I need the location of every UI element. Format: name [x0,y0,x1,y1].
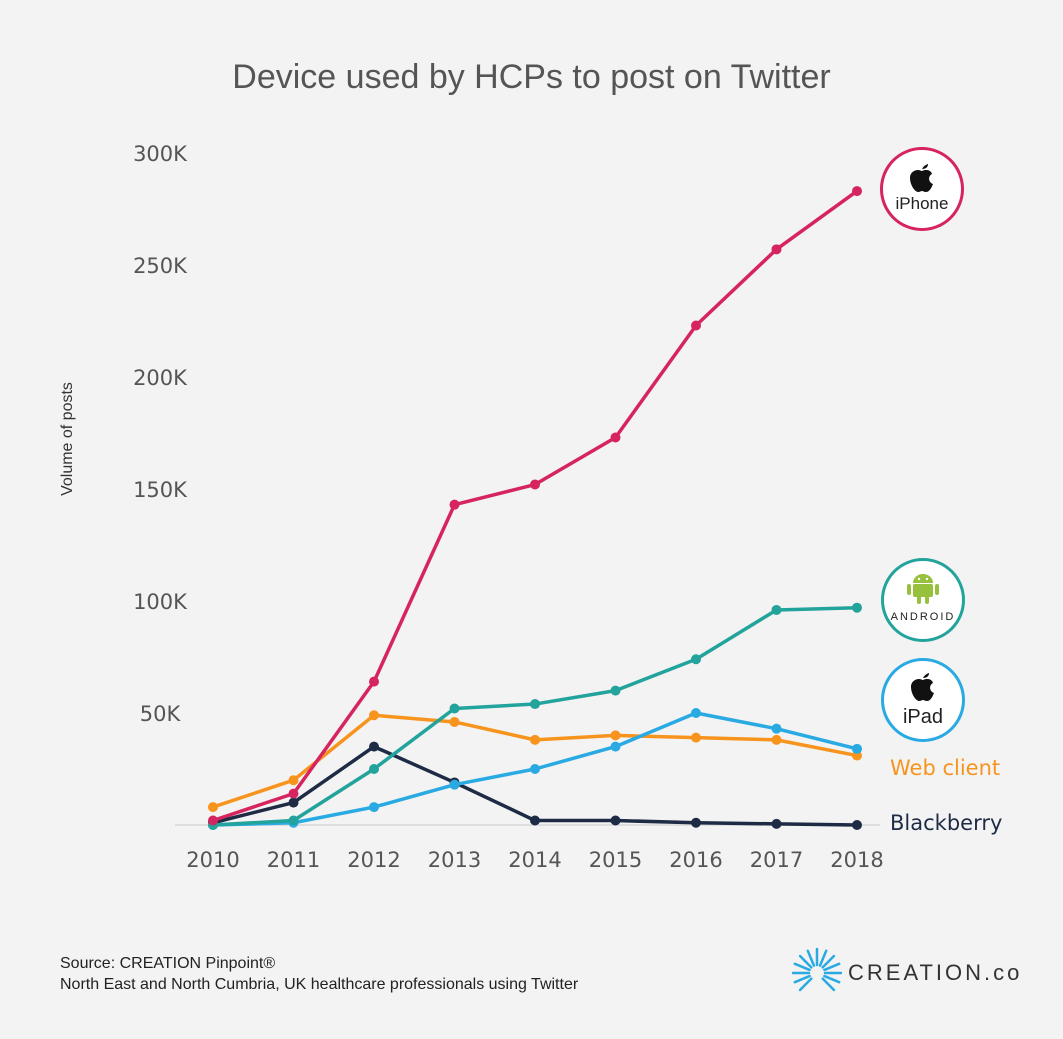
x-tick-label: 2012 [347,848,400,872]
data-point-blackberry [852,820,862,830]
legend-ipad: iPad [881,658,965,742]
data-point-iphone [449,499,460,510]
android-icon [907,574,939,604]
x-tick-label: 2017 [750,848,803,872]
y-tick-label: 200K [133,366,188,390]
data-point-blackberry [610,815,621,826]
x-tick-label: 2011 [267,848,320,872]
x-tick-label: 2018 [830,848,883,872]
data-point-android [691,654,701,665]
data-point-ipad [449,779,460,790]
data-point-web-client [771,734,782,745]
x-tick-label: 2016 [669,848,722,872]
legend-android: ANDROID [881,558,965,642]
y-tick-label: 50K [140,702,182,726]
data-point-web-client [208,802,218,813]
data-point-android [610,685,621,696]
data-point-iphone [852,186,862,197]
source-note: Source: CREATION Pinpoint® North East an… [60,953,578,995]
data-point-iphone [691,320,701,331]
x-tick-label: 2013 [428,848,481,872]
legend-web-client: Web client [890,756,1001,780]
data-point-ipad [530,764,540,774]
x-tick-label: 2010 [186,848,239,872]
creation-logo-icon [792,947,842,992]
data-point-blackberry [530,815,540,826]
data-point-ipad [771,723,782,734]
legend-iphone: iPhone [880,147,964,231]
data-point-ipad [852,743,862,754]
data-point-blackberry [288,797,299,808]
data-point-blackberry [771,818,782,829]
chart-title: Device used by HCPs to post on Twitter [232,58,831,96]
y-tick-label: 150K [133,478,188,502]
series-line-blackberry [212,744,858,827]
data-point-ipad [691,708,701,718]
apple-icon [911,673,934,701]
data-point-iphone [288,788,299,799]
data-point-iphone [771,244,782,255]
data-point-web-client [449,716,460,727]
data-point-web-client [369,710,379,721]
data-point-android [530,699,540,710]
x-tick-label: 2015 [589,848,642,872]
y-tick-label: 100K [133,590,188,614]
legend-blackberry: Blackberry [890,811,1003,835]
data-point-iphone [530,479,540,490]
data-point-iphone [369,676,379,687]
legend-label: ANDROID [890,611,956,623]
brand-logo-text: CREATION.co [848,960,1023,985]
legend-label: iPad [902,706,944,728]
data-point-blackberry [369,741,379,752]
data-point-web-client [288,775,299,786]
data-point-blackberry [691,817,701,828]
x-tick-label: 2014 [508,848,561,872]
data-point-web-client [610,730,621,741]
data-point-web-client [530,734,540,745]
data-point-android [449,703,460,714]
legend-label: iPhone [895,194,949,213]
y-tick-label: 300K [133,142,188,166]
data-point-iphone [208,815,218,826]
region-note: North East and North Cumbria, UK healthc… [60,976,579,993]
source-text: Source: CREATION Pinpoint® [60,955,276,972]
data-point-android [771,604,782,615]
y-tick-label: 250K [133,254,188,278]
data-point-web-client [691,732,701,743]
data-point-android [852,602,862,613]
data-point-android [369,764,379,774]
data-point-iphone [610,432,621,443]
data-point-android [288,815,299,826]
data-point-ipad [369,802,379,813]
data-point-ipad [610,741,621,752]
apple-icon [910,164,933,192]
